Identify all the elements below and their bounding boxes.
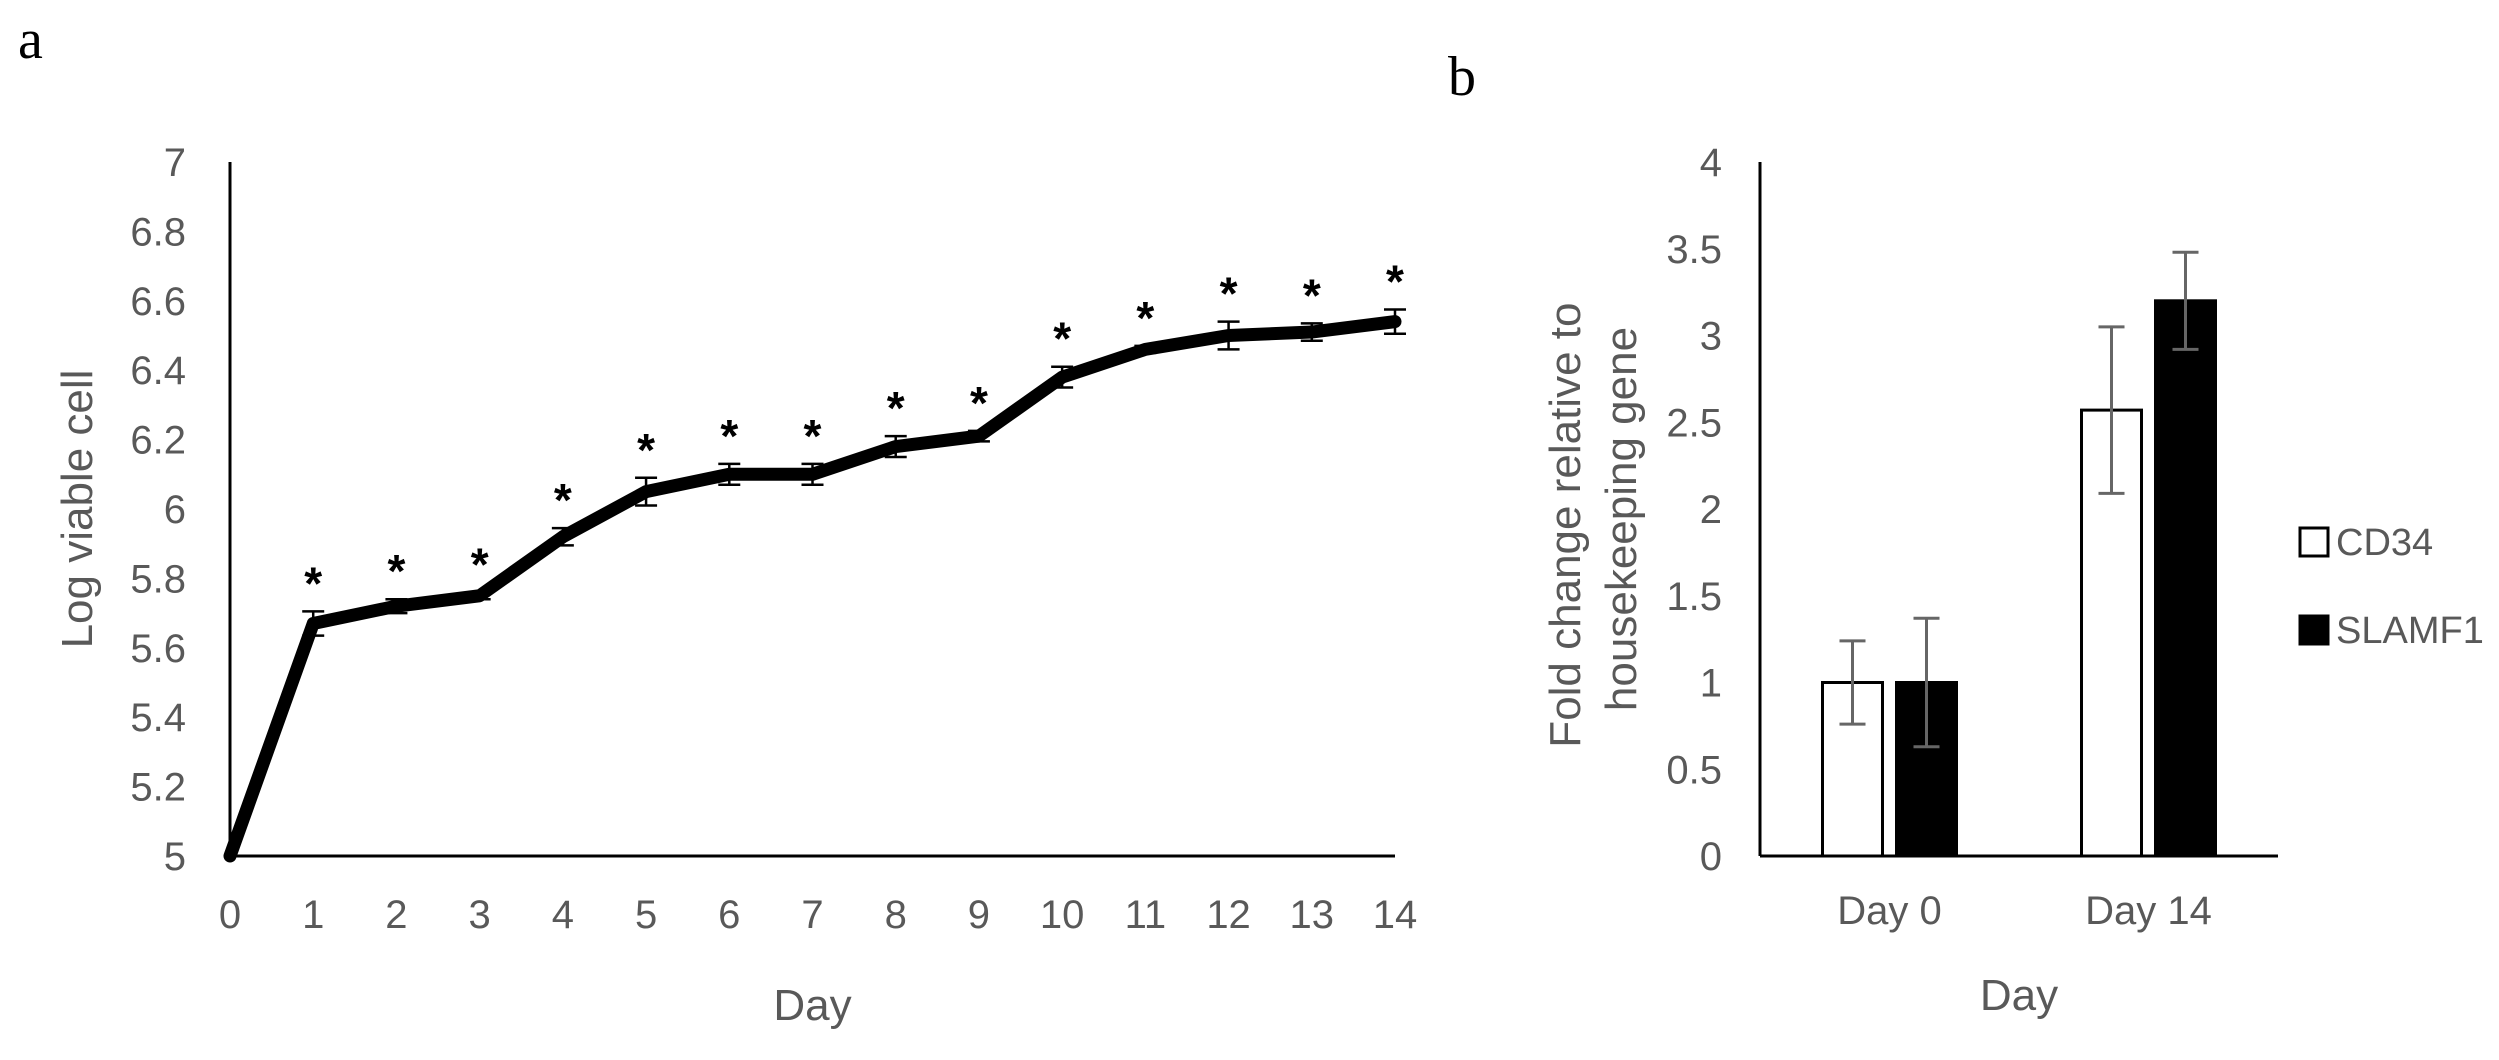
chart-b-legend-item: SLAMF1: [2298, 610, 2484, 652]
chart-a-x-tick-label: 6: [718, 893, 740, 937]
chart-b-y-tick-label: 1: [1700, 662, 1722, 706]
chart-a-x-tick-label: 14: [1373, 893, 1418, 937]
chart-b-y-tick-label: 4: [1700, 141, 1722, 185]
chart-b-y-axis-title-line-2: housekeeping gene: [1597, 327, 1646, 711]
chart-a-x-tick-label: 10: [1040, 893, 1085, 937]
chart-a-significance-star: *: [304, 557, 322, 609]
chart-b-legend: CD34 SLAMF1: [2298, 522, 2484, 652]
chart-a-significance-star: *: [1220, 268, 1238, 320]
chart-a-significance-marks: * * * * * * * * * * * * * *: [304, 255, 1404, 609]
chart-b-legend-item: CD34: [2298, 522, 2433, 564]
chart-b-y-tick-label: 1.5: [1666, 575, 1722, 619]
chart-b-error-bars: [1839, 250, 2199, 749]
chart-b-y-tick-labels: 0 0.5 1 1.5 2 2.5 3 3.5 4: [1666, 141, 1722, 879]
chart-a-significance-star: *: [720, 410, 738, 462]
chart-a-error-bars: [302, 308, 1406, 637]
chart-a-series-line: [223, 315, 1402, 863]
chart-a-y-tick-labels: 5 5.2 5.4 5.6 5.8 6 6.2 6.4 6.6 6.8 7: [130, 141, 186, 879]
chart-a-significance-star: *: [887, 382, 905, 434]
chart-a-x-tick-label: 9: [968, 893, 990, 937]
chart-a-x-tick-label: 0: [219, 893, 241, 937]
chart-a-x-tick-label: 3: [469, 893, 491, 937]
chart-b-category-labels: Day 0 Day 14: [1837, 889, 2212, 933]
chart-a-significance-star: *: [970, 377, 988, 429]
chart-a-significance-star: *: [554, 474, 572, 526]
chart-a-significance-star: *: [1386, 255, 1404, 307]
chart-b-y-axis-title-line-1: Fold change relative to: [1541, 303, 1590, 748]
chart-a-x-tick-label: 12: [1206, 893, 1251, 937]
chart-a-significance-star: *: [471, 538, 489, 590]
chart-a-y-tick-label: 6.2: [130, 419, 186, 463]
chart-a-y-axis-title: Log viable cell: [53, 370, 102, 649]
chart-a-significance-star: *: [637, 424, 655, 476]
chart-b-error-bar: [2098, 325, 2125, 495]
panel-b-label: b: [1448, 46, 1476, 108]
chart-b-category-label: Day 0: [1837, 889, 1942, 933]
chart-b-category-label: Day 14: [2085, 889, 2212, 933]
chart-a-significance-star: *: [1053, 313, 1071, 365]
chart-a-significance-star: *: [1136, 292, 1154, 344]
panel-a-label: a: [18, 9, 43, 71]
chart-b-error-bar: [1839, 639, 1866, 726]
chart-b: 0 0.5 1 1.5 2 2.5 3 3.5 4 Day 0 Day 14 Day Fold c…: [1541, 141, 2484, 1020]
chart-a-y-tick-label: 6.4: [130, 349, 186, 393]
chart-b-x-axis-title: Day: [1980, 971, 2058, 1020]
chart-a-y-tick-label: 5.6: [130, 627, 186, 671]
chart-a-x-tick-labels: 0 1 2 3 4 5 6 7 8 9 10 11 12 13 14: [219, 893, 1417, 937]
chart-b-y-tick-label: 2.5: [1666, 401, 1722, 445]
chart-a-y-tick-label: 6.8: [130, 210, 186, 254]
chart-b-y-tick-label: 0: [1700, 835, 1722, 879]
chart-a-x-axis-title: Day: [773, 981, 851, 1030]
chart-a-x-tick-label: 13: [1290, 893, 1335, 937]
chart-a-significance-star: *: [804, 410, 822, 462]
chart-a: 55.25.45.65.866.26.46.66.87 0 1 2 3 4 5 6 7 8 9 10…: [53, 141, 1417, 1030]
chart-a-x-tick-label: 2: [385, 893, 407, 937]
chart-a-y-tick-label: 5: [164, 835, 186, 879]
chart-b-legend-label: CD34: [2336, 522, 2433, 564]
chart-b-legend-label: SLAMF1: [2336, 610, 2484, 652]
chart-a-significance-star: *: [387, 545, 405, 597]
chart-a-x-tick-label: 4: [552, 893, 574, 937]
chart-a-x-tick-label: 5: [635, 893, 657, 937]
chart-a-x-tick-label: 11: [1125, 893, 1167, 937]
chart-a-y-tick-label: 5.2: [130, 766, 186, 810]
chart-a-y-tick-label: 5.8: [130, 557, 186, 601]
chart-a-y-tick-label: 7: [164, 141, 186, 185]
chart-a-x-tick-label: 7: [801, 893, 823, 937]
chart-a-x-tick-label: 1: [302, 893, 324, 937]
chart-b-y-tick-label: 3: [1700, 315, 1722, 359]
chart-a-y-tick-label: 5.4: [130, 696, 186, 740]
chart-b-legend-swatch: [2298, 614, 2330, 646]
chart-b-y-tick-label: 3.5: [1666, 228, 1722, 272]
chart-b-error-bar: [1913, 616, 1940, 749]
chart-a-x-tick-label: 8: [885, 893, 907, 937]
chart-b-y-tick-label: 2: [1700, 488, 1722, 532]
chart-b-error-bar: [2172, 250, 2199, 351]
chart-b-bars: [1821, 299, 2217, 858]
chart-a-y-tick-label: 6.6: [130, 280, 186, 324]
chart-b-y-axis-title: Fold change relative to housekeeping gen…: [1541, 290, 1646, 747]
chart-a-significance-star: *: [1303, 269, 1321, 321]
chart-b-legend-swatch: [2298, 526, 2330, 558]
chart-a-y-tick-label: 6: [164, 488, 186, 532]
chart-b-y-tick-label: 0.5: [1666, 748, 1722, 792]
chart-b-bar-slamf1: [2154, 299, 2217, 858]
